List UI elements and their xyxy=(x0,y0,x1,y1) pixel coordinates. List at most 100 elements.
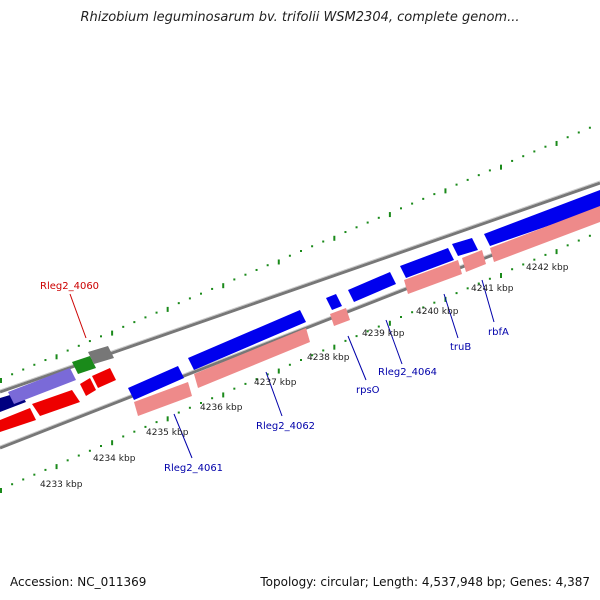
tick-label: 4239 kbp xyxy=(362,329,405,339)
ruler-dot xyxy=(255,268,258,271)
ruler-dot xyxy=(33,363,36,366)
ruler-dot xyxy=(344,231,347,234)
ruler-dot xyxy=(333,344,336,350)
tick-label: 4236 kbp xyxy=(200,403,243,413)
map-title: Rhizobium leguminosarum bv. trifolii WSM… xyxy=(80,10,520,25)
ruler-dot xyxy=(155,311,158,314)
ruler-dot xyxy=(366,330,369,333)
gene-label[interactable]: Rleg2_4061 xyxy=(164,463,223,474)
ruler-dot xyxy=(355,226,358,229)
ruler-dot xyxy=(77,344,80,347)
ruler-dot xyxy=(555,140,558,146)
ruler-dot xyxy=(11,483,14,486)
ruler-dot xyxy=(511,159,514,162)
ruler-dot xyxy=(166,306,169,312)
ruler-dot xyxy=(300,359,302,361)
ruler-dot xyxy=(88,449,91,452)
gene-label[interactable]: Rleg2_4062 xyxy=(256,421,315,432)
ruler-dot xyxy=(588,126,591,129)
ruler-dot xyxy=(66,349,69,352)
ruler-dot xyxy=(433,193,436,196)
ruler-dot xyxy=(522,155,525,158)
ruler-dot xyxy=(466,178,469,181)
leader-rpso xyxy=(347,335,367,381)
ruler-dot xyxy=(566,244,569,247)
ruler-dot xyxy=(166,416,169,422)
gene-pale-right xyxy=(490,206,600,262)
ruler-dot xyxy=(66,459,69,462)
tick-label: 4240 kbp xyxy=(416,307,459,317)
ruler-dot xyxy=(533,150,536,153)
ruler-dot xyxy=(122,435,125,438)
gene-pale-c xyxy=(330,308,350,326)
gene-left-red-b xyxy=(32,390,80,416)
ruler-dot xyxy=(488,277,491,280)
gene-label[interactable]: rbfA xyxy=(488,327,509,338)
gene-label[interactable]: truB xyxy=(450,342,471,353)
ruler-dot xyxy=(588,234,591,237)
ruler-dot xyxy=(11,373,14,376)
ruler-dot xyxy=(222,392,225,398)
ruler-dot xyxy=(411,202,414,205)
tick-label: 4235 kbp xyxy=(146,428,189,438)
leader-trub xyxy=(443,293,459,339)
ruler-dot xyxy=(311,245,314,248)
ruler-dot xyxy=(500,273,502,278)
ruler-dot xyxy=(388,212,391,218)
ruler-dot xyxy=(455,292,458,295)
gene-left-gray xyxy=(88,346,114,364)
ruler-dot xyxy=(244,382,247,385)
gene-label[interactable]: rpsO xyxy=(356,385,380,396)
ruler-dot xyxy=(566,136,569,139)
ruler-dot xyxy=(544,253,547,256)
ruler-dot xyxy=(377,216,380,219)
ruler-dot xyxy=(188,406,191,409)
ruler-dot xyxy=(144,316,147,319)
ruler-dot xyxy=(0,488,2,493)
ruler-dot xyxy=(100,445,102,447)
ruler-dot xyxy=(88,340,91,343)
gene-label[interactable]: Rleg2_4060 xyxy=(40,281,99,292)
ruler-dot xyxy=(144,425,147,428)
gene-left-red-d xyxy=(92,368,116,388)
ruler-dot xyxy=(233,387,236,390)
tick-label: 4233 kbp xyxy=(40,480,83,490)
ruler-dot xyxy=(411,311,414,314)
tick-label: 4241 kbp xyxy=(471,284,514,294)
gene-label[interactable]: Rleg2_4064 xyxy=(378,367,437,378)
ruler-dot xyxy=(277,259,280,265)
tick-labels: 4233 kbp 4234 kbp 4235 kbp 4236 kbp 4237 kbp… xyxy=(40,263,569,490)
ruler-dot xyxy=(466,287,469,290)
ruler-dot xyxy=(211,397,214,400)
ruler-dot xyxy=(277,368,280,374)
ruler-dot xyxy=(222,283,225,289)
ruler-dot xyxy=(33,473,36,476)
ruler-dot xyxy=(266,373,269,376)
gene-left-lavender xyxy=(8,368,76,404)
ruler-dot xyxy=(444,188,447,194)
gene-rbfa xyxy=(452,238,478,256)
tick-label: 4237 kbp xyxy=(254,378,297,388)
ruler-dot xyxy=(188,297,191,300)
ruler-dot xyxy=(266,264,269,267)
ruler-dot xyxy=(288,254,291,257)
ruler-dot xyxy=(300,250,302,252)
ruler-dot xyxy=(244,273,247,276)
ruler-dot xyxy=(55,464,58,470)
ruler-dot xyxy=(422,197,425,200)
gene-labels: Rleg2_4060 Rleg2_4061 Rleg2_4062 rpsO Rleg2_… xyxy=(40,281,509,474)
gene-pale-b xyxy=(194,328,310,388)
ruler-dot xyxy=(477,174,480,177)
leader-rleg2-4061 xyxy=(173,413,193,459)
ruler-dot xyxy=(500,164,502,170)
ruler-dot xyxy=(111,440,114,446)
ruler-dot xyxy=(133,430,136,433)
ruler-dot xyxy=(55,354,58,360)
ruler-dot xyxy=(377,325,380,328)
ruler-dot xyxy=(533,258,536,261)
ruler-dot xyxy=(544,145,547,148)
tick-label: 4234 kbp xyxy=(93,454,136,464)
ruler-dot xyxy=(155,421,158,424)
leader-rbfa xyxy=(481,279,495,323)
